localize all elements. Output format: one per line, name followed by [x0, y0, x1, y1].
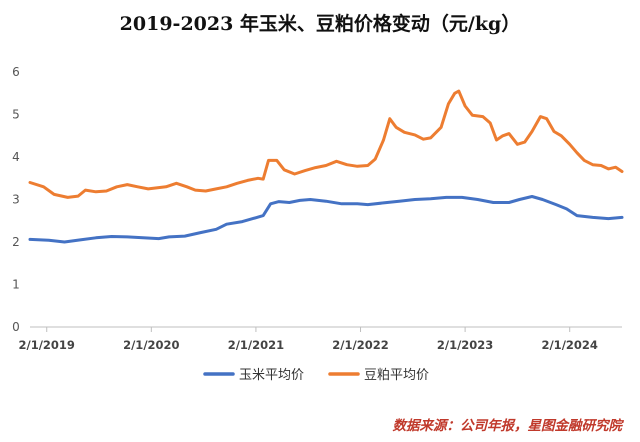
x-tick-label: 2/1/2022	[332, 338, 388, 352]
legend-label-0: 玉米平均价	[239, 368, 304, 383]
y-tick-label: 6	[12, 65, 20, 79]
series-line-1	[28, 89, 624, 199]
x-tick-label: 2/1/2021	[228, 338, 284, 352]
y-tick-label: 5	[12, 108, 20, 122]
x-tick-label: 2/1/2020	[123, 338, 179, 352]
y-tick-label: 0	[12, 320, 20, 334]
x-axis: 2/1/2019 2/1/2020 2/1/2021 2/1/2022 2/1/2023…	[19, 326, 622, 352]
x-tick-label: 2/1/2019	[19, 338, 75, 352]
y-tick-label: 4	[12, 150, 20, 164]
legend: 玉米平均价 豆粕平均价	[203, 368, 429, 383]
x-tick-label: 2/1/2023	[437, 338, 493, 352]
legend-label-1: 豆粕平均价	[364, 368, 429, 383]
chart-title: 2019-2023 年玉米、豆粕价格变动（元/kg）	[120, 12, 521, 35]
y-tick-label: 3	[12, 193, 20, 207]
series-layer	[28, 89, 624, 244]
y-axis: 0 1 2 3 4 5 6	[12, 65, 20, 334]
y-tick-label: 1	[12, 278, 20, 292]
series-line-0	[28, 195, 624, 244]
x-tick-label: 2/1/2024	[541, 338, 597, 352]
y-tick-label: 2	[12, 235, 20, 249]
source-note: 数据来源：公司年报，星图金融研究院	[393, 418, 625, 434]
